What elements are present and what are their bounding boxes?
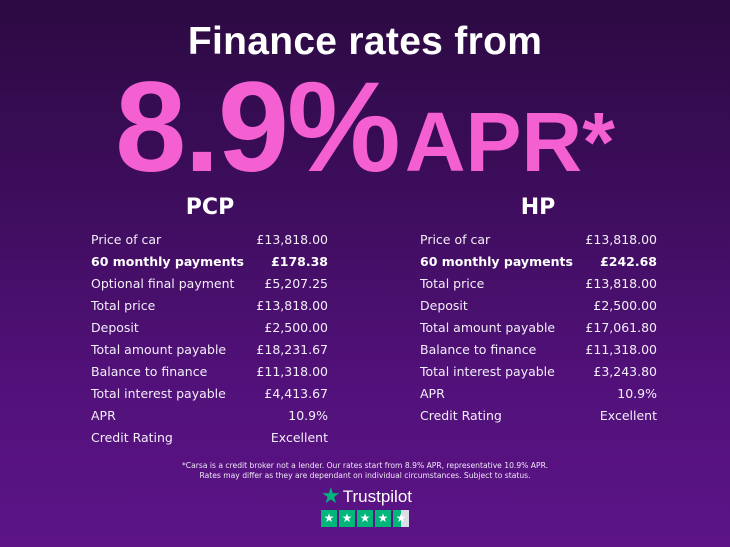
table-row: Deposit £2,500.00 bbox=[420, 295, 657, 317]
row-label: Balance to finance bbox=[420, 342, 537, 357]
table-row: Credit Rating Excellent bbox=[420, 405, 657, 427]
star-icon: ★ bbox=[393, 510, 409, 527]
headline-title: Finance rates from bbox=[187, 20, 543, 63]
table-row: Balance to finance £11,318.00 bbox=[91, 361, 328, 383]
rate-value: 8.9% bbox=[115, 56, 401, 199]
row-label: Total amount payable bbox=[91, 342, 227, 357]
row-value: £242.68 bbox=[600, 254, 657, 269]
table-row: Price of car £13,818.00 bbox=[91, 229, 328, 251]
trustpilot-brand: Trustpilot bbox=[342, 487, 413, 506]
row-value: £11,318.00 bbox=[585, 342, 657, 357]
row-label: Total amount payable bbox=[420, 320, 556, 335]
row-label: Credit Rating bbox=[91, 430, 173, 445]
table-row: 60 monthly payments £178.38 bbox=[91, 251, 328, 273]
star-icon: ★ bbox=[321, 510, 337, 527]
row-value: £2,500.00 bbox=[264, 320, 328, 335]
disclaimer-line-1: *Carsa is a credit broker not a lender. … bbox=[181, 461, 548, 470]
table-row: Total interest payable £4,413.67 bbox=[91, 383, 328, 405]
row-value: £3,243.80 bbox=[593, 364, 657, 379]
row-value: Excellent bbox=[270, 430, 328, 445]
row-label: Total interest payable bbox=[91, 386, 226, 401]
pcp-title: PCP bbox=[185, 195, 235, 220]
table-row: Price of car £13,818.00 bbox=[420, 229, 657, 251]
star-icon: ★ bbox=[339, 510, 355, 527]
table-row: Total amount payable £18,231.67 bbox=[91, 339, 328, 361]
row-label: APR bbox=[91, 408, 116, 423]
table-row: APR 10.9% bbox=[420, 383, 657, 405]
table-row: Optional final payment £5,207.25 bbox=[91, 273, 328, 295]
disclaimer: *Carsa is a credit broker not a lender. … bbox=[0, 461, 730, 480]
star-icon: ★ bbox=[375, 510, 391, 527]
row-value: 10.9% bbox=[617, 386, 657, 401]
row-value: £13,818.00 bbox=[256, 232, 328, 247]
row-value: £4,413.67 bbox=[264, 386, 328, 401]
table-row: Total interest payable £3,243.80 bbox=[420, 361, 657, 383]
row-label: 60 monthly payments bbox=[91, 254, 244, 269]
hp-table: Price of car £13,818.00 60 monthly payment… bbox=[420, 229, 657, 427]
row-label: Total price bbox=[91, 298, 156, 313]
pcp-table: Price of car £13,818.00 60 monthly payment… bbox=[91, 229, 328, 449]
table-row: Total price £13,818.00 bbox=[420, 273, 657, 295]
hp-title: HP bbox=[520, 195, 556, 220]
row-value: £178.38 bbox=[271, 254, 328, 269]
table-row: Balance to finance £11,318.00 bbox=[420, 339, 657, 361]
table-row: Deposit £2,500.00 bbox=[91, 317, 328, 339]
table-row: APR 10.9% bbox=[91, 405, 328, 427]
row-value: £5,207.25 bbox=[264, 276, 328, 291]
apr-label: APR* bbox=[404, 95, 615, 189]
row-label: Total price bbox=[420, 276, 485, 291]
row-value: £13,818.00 bbox=[256, 298, 328, 313]
row-value: £17,061.80 bbox=[585, 320, 657, 335]
row-label: 60 monthly payments bbox=[420, 254, 573, 269]
row-value: Excellent bbox=[599, 408, 657, 423]
row-label: Deposit bbox=[420, 298, 468, 313]
row-value: £13,818.00 bbox=[585, 232, 657, 247]
row-label: Deposit bbox=[91, 320, 139, 335]
row-label: Credit Rating bbox=[420, 408, 502, 423]
row-label: Balance to finance bbox=[91, 364, 208, 379]
row-value: £11,318.00 bbox=[256, 364, 328, 379]
row-label: Total interest payable bbox=[420, 364, 555, 379]
table-row: 60 monthly payments £242.68 bbox=[420, 251, 657, 273]
row-label: Price of car bbox=[420, 232, 491, 247]
table-row: Credit Rating Excellent bbox=[91, 427, 328, 449]
trustpilot-rating: ★ ★ ★ ★ ★ bbox=[321, 510, 409, 527]
row-value: £18,231.67 bbox=[256, 342, 328, 357]
star-icon: ★ bbox=[357, 510, 373, 527]
trustpilot-star-icon: ★ bbox=[321, 484, 341, 509]
headline-rate: 8.9%APR* bbox=[0, 64, 730, 192]
row-label: APR bbox=[420, 386, 445, 401]
row-value: £2,500.00 bbox=[593, 298, 657, 313]
row-value: £13,818.00 bbox=[585, 276, 657, 291]
trustpilot-logo: ★ Trustpilot bbox=[321, 486, 412, 508]
row-value: 10.9% bbox=[288, 408, 328, 423]
table-row: Total price £13,818.00 bbox=[91, 295, 328, 317]
row-label: Price of car bbox=[91, 232, 162, 247]
table-row: Total amount payable £17,061.80 bbox=[420, 317, 657, 339]
row-label: Optional final payment bbox=[91, 276, 235, 291]
disclaimer-line-2: Rates may differ as they are dependant o… bbox=[199, 470, 531, 480]
